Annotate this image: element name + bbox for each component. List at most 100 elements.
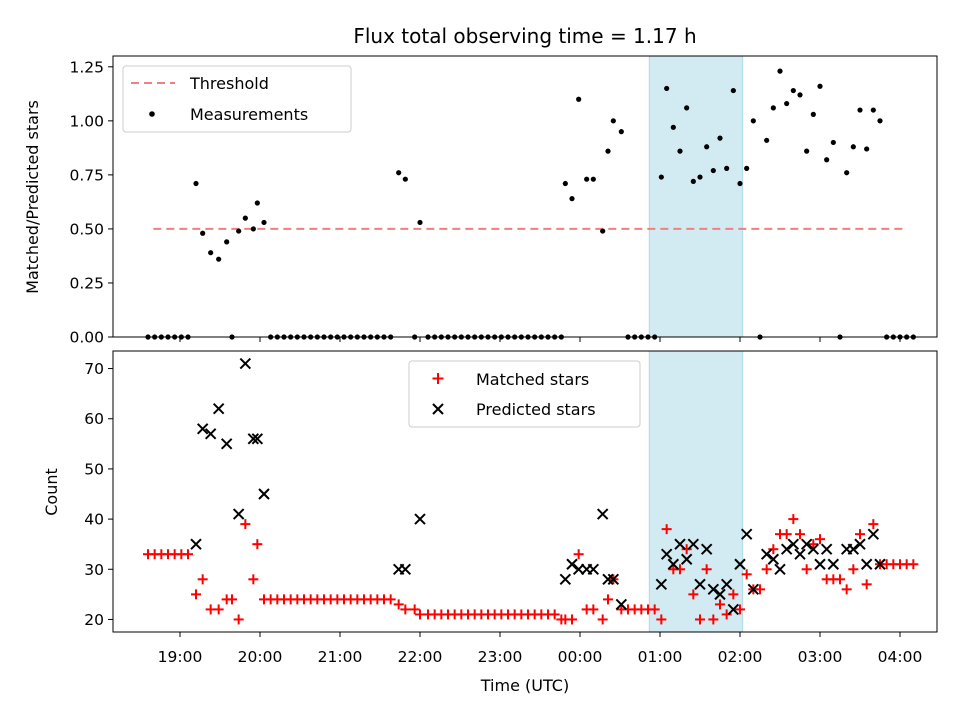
predicted-star-point [847, 543, 860, 555]
matched-star-point [768, 544, 779, 555]
measurement-point [877, 118, 883, 124]
y-tick-label: 0.00 [69, 329, 104, 347]
top-y-axis-label: Matched/Predicted stars [23, 100, 42, 294]
measurement-point [684, 105, 690, 111]
measurement-point [737, 180, 743, 187]
measurement-point [584, 176, 590, 182]
predicted-star-point [251, 433, 264, 445]
predicted-star-point [190, 538, 202, 550]
matched-star-point [393, 599, 404, 610]
measurement-point [664, 85, 670, 92]
x-tick-label: 02:00 [718, 648, 763, 666]
predicted-star-point [559, 573, 572, 586]
matched-star-point [841, 584, 852, 595]
predicted-star-point [780, 543, 793, 555]
matched-star-point [708, 614, 719, 625]
x-tick-label: 04:00 [878, 648, 923, 666]
predicted-star-point [399, 563, 412, 575]
measurement-point [804, 148, 810, 154]
predicted-star-point [239, 357, 252, 370]
matched-star-point [681, 544, 692, 555]
predicted-star-point [700, 543, 713, 555]
measurement-point [618, 129, 624, 135]
predicted-star-point [800, 538, 813, 550]
y-tick-label: 0.75 [69, 166, 104, 184]
predicted-star-point [674, 538, 686, 550]
measurement-point [784, 100, 790, 107]
matched-star-point [728, 589, 739, 600]
top-y-ticks: 0.00 0.25 0.50 0.75 1.00 1.25 [69, 58, 113, 347]
matched-star-point [868, 519, 879, 530]
predicted-star-point [807, 543, 820, 555]
matched-star-point [855, 529, 865, 540]
x-tick-label: 23:00 [478, 648, 523, 666]
matched-star-point [848, 564, 859, 575]
measurement-point [677, 148, 683, 154]
matched-star-point [908, 559, 919, 570]
matched-star-point [741, 569, 752, 580]
measurement-point [824, 157, 830, 163]
matched-star-point [815, 534, 825, 545]
x-tick-label: 03:00 [798, 648, 843, 666]
matched-star-point [755, 584, 765, 595]
y-tick-label: 60 [84, 410, 104, 428]
measurement-point [610, 118, 616, 124]
x-tick-label: 21:00 [318, 648, 363, 666]
bottom-y-ticks: 20 30 40 50 60 70 [84, 360, 113, 629]
matched-star-point [588, 604, 599, 615]
matched-star-point [248, 574, 259, 585]
highlight-rect [648, 55, 744, 338]
matched-star-point [808, 539, 819, 550]
predicted-star-point [196, 423, 209, 435]
top-x-ticks [179, 337, 901, 342]
measurement-point [208, 250, 214, 256]
predicted-star-point [204, 428, 217, 440]
matched-star-point [861, 579, 872, 590]
predicted-star-point [655, 578, 668, 591]
matched-star-point [795, 529, 805, 540]
x-tick-label: 00:00 [558, 648, 603, 666]
predicted-star-point [707, 583, 720, 596]
predicted-star-point [232, 508, 245, 520]
measurement-point [744, 165, 750, 171]
measurement-point [193, 180, 199, 187]
predicted-star-point [660, 548, 673, 560]
predicted-star-point [680, 553, 693, 565]
measurement-point [216, 256, 222, 262]
matched-star-point [715, 599, 725, 610]
predicted-star-point [767, 553, 780, 565]
y-tick-label: 70 [84, 360, 104, 378]
measurement-point [254, 200, 260, 206]
x-tick-label: 01:00 [638, 648, 683, 666]
measurement-point [576, 96, 582, 102]
matched-star-point [183, 549, 193, 560]
measurement-point [857, 107, 863, 113]
x-tick-label: 20:00 [238, 648, 283, 666]
measurement-point [830, 139, 836, 146]
measurement-point [810, 111, 816, 117]
measurement-point [417, 219, 423, 226]
measurement-point [200, 230, 206, 236]
legend-matched-label: Matched stars [476, 370, 589, 389]
measurement-point [850, 144, 856, 150]
matched-star-point [801, 564, 812, 575]
matched-star-point [240, 519, 251, 530]
y-tick-label: 0.50 [69, 220, 104, 238]
measurement-point [396, 170, 402, 176]
measurement-point [658, 174, 664, 180]
predicted-star-point [787, 538, 800, 550]
top-highlight-band [648, 55, 744, 338]
predicted-star-point [414, 513, 426, 525]
predicted-star-point [820, 543, 833, 555]
top-legend: Threshold Measurements [122, 65, 352, 133]
measurement-point [242, 215, 248, 221]
predicted-star-point [727, 603, 740, 616]
predicted-star-point [740, 528, 753, 540]
y-tick-label: 1.00 [69, 112, 104, 130]
matched-star-point [656, 614, 667, 625]
predicted-star-point [220, 438, 233, 450]
matched-star-point [385, 594, 396, 605]
bottom-highlight-band [648, 350, 744, 633]
measurement-point [790, 87, 796, 94]
